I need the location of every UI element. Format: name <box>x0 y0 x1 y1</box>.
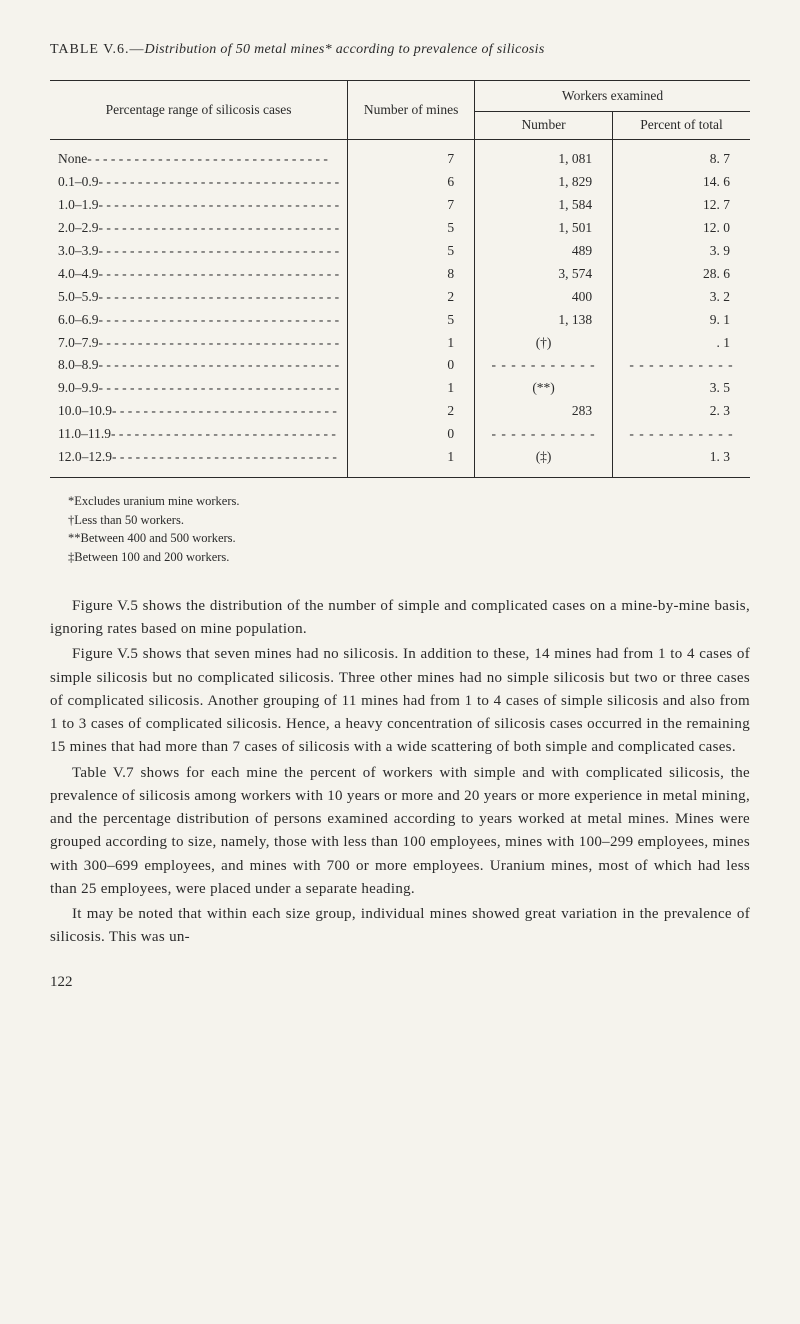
table-row: 7.0–7.9- - - - - - - - - - - - - - - - -… <box>50 332 750 355</box>
cell-percent: 12. 7 <box>613 194 750 217</box>
table-row: 3.0–3.9- - - - - - - - - - - - - - - - -… <box>50 240 750 263</box>
cell-percent: 2. 3 <box>613 400 750 423</box>
cell-percent: 3. 5 <box>613 377 750 400</box>
cell-mines: 7 <box>348 148 475 171</box>
cell-percent: 28. 6 <box>613 263 750 286</box>
table-row: 11.0–11.9- - - - - - - - - - - - - - - -… <box>50 423 750 446</box>
cell-number: 1, 584 <box>475 194 613 217</box>
cell-mines: 6 <box>348 171 475 194</box>
row-label: 12.0–12.9- - - - - - - - - - - - - - - -… <box>50 446 348 469</box>
cell-mines: 8 <box>348 263 475 286</box>
row-label: 7.0–7.9- - - - - - - - - - - - - - - - -… <box>50 332 348 355</box>
table-row: 6.0–6.9- - - - - - - - - - - - - - - - -… <box>50 309 750 332</box>
cell-percent: . 1 <box>613 332 750 355</box>
row-label: 11.0–11.9- - - - - - - - - - - - - - - -… <box>50 423 348 446</box>
cell-percent: - - - - - - - - - - - <box>613 354 750 377</box>
cell-percent: 1. 3 <box>613 446 750 469</box>
footnote-3: **Between 400 and 500 workers. <box>68 529 750 548</box>
row-label: 0.1–0.9- - - - - - - - - - - - - - - - -… <box>50 171 348 194</box>
table-row: 12.0–12.9- - - - - - - - - - - - - - - -… <box>50 446 750 469</box>
row-label: 1.0–1.9- - - - - - - - - - - - - - - - -… <box>50 194 348 217</box>
cell-number: 1, 138 <box>475 309 613 332</box>
page-number: 122 <box>50 972 750 993</box>
paragraph-2: Figure V.5 shows that seven mines had no… <box>50 643 750 759</box>
cell-percent: - - - - - - - - - - - <box>613 423 750 446</box>
row-label: 2.0–2.9- - - - - - - - - - - - - - - - -… <box>50 217 348 240</box>
cell-mines: 5 <box>348 309 475 332</box>
table-row: 4.0–4.9- - - - - - - - - - - - - - - - -… <box>50 263 750 286</box>
cell-mines: 1 <box>348 377 475 400</box>
footnotes: *Excludes uranium mine workers. †Less th… <box>50 492 750 567</box>
cell-mines: 7 <box>348 194 475 217</box>
cell-number: 1, 501 <box>475 217 613 240</box>
cell-mines: 1 <box>348 446 475 469</box>
table-caption: Distribution of 50 metal mines* accordin… <box>145 42 545 57</box>
cell-percent: 9. 1 <box>613 309 750 332</box>
header-percent: Percent of total <box>613 112 750 140</box>
cell-mines: 5 <box>348 217 475 240</box>
table-row: None- - - - - - - - - - - - - - - - - - … <box>50 148 750 171</box>
footnote-4: ‡Between 100 and 200 workers. <box>68 548 750 567</box>
header-number: Number <box>475 112 613 140</box>
header-col1: Percentage range of silicosis cases <box>50 80 348 140</box>
table-label: TABLE V.6.— <box>50 42 145 57</box>
row-label: 10.0–10.9- - - - - - - - - - - - - - - -… <box>50 400 348 423</box>
cell-mines: 0 <box>348 354 475 377</box>
cell-number: - - - - - - - - - - - <box>475 423 613 446</box>
row-label: 4.0–4.9- - - - - - - - - - - - - - - - -… <box>50 263 348 286</box>
table-row: 1.0–1.9- - - - - - - - - - - - - - - - -… <box>50 194 750 217</box>
footnote-2: †Less than 50 workers. <box>68 511 750 530</box>
body-text: Figure V.5 shows the distribution of the… <box>50 595 750 950</box>
cell-percent: 8. 7 <box>613 148 750 171</box>
paragraph-1: Figure V.5 shows the distribution of the… <box>50 595 750 642</box>
cell-number: 283 <box>475 400 613 423</box>
cell-mines: 2 <box>348 286 475 309</box>
cell-percent: 3. 9 <box>613 240 750 263</box>
cell-number: (**) <box>475 377 613 400</box>
table-row: 2.0–2.9- - - - - - - - - - - - - - - - -… <box>50 217 750 240</box>
cell-mines: 5 <box>348 240 475 263</box>
header-col2: Number of mines <box>348 80 475 140</box>
paragraph-4: It may be noted that within each size gr… <box>50 903 750 950</box>
row-label: 6.0–6.9- - - - - - - - - - - - - - - - -… <box>50 309 348 332</box>
paragraph-3: Table V.7 shows for each mine the percen… <box>50 762 750 902</box>
cell-number: 489 <box>475 240 613 263</box>
row-label: 5.0–5.9- - - - - - - - - - - - - - - - -… <box>50 286 348 309</box>
row-label: 8.0–8.9- - - - - - - - - - - - - - - - -… <box>50 354 348 377</box>
cell-mines: 0 <box>348 423 475 446</box>
cell-number: - - - - - - - - - - - <box>475 354 613 377</box>
cell-percent: 3. 2 <box>613 286 750 309</box>
cell-mines: 1 <box>348 332 475 355</box>
row-label: 9.0–9.9- - - - - - - - - - - - - - - - -… <box>50 377 348 400</box>
table-row: 8.0–8.9- - - - - - - - - - - - - - - - -… <box>50 354 750 377</box>
footnote-1: *Excludes uranium mine workers. <box>68 492 750 511</box>
cell-percent: 14. 6 <box>613 171 750 194</box>
cell-mines: 2 <box>348 400 475 423</box>
cell-number: 1, 081 <box>475 148 613 171</box>
table-row: 10.0–10.9- - - - - - - - - - - - - - - -… <box>50 400 750 423</box>
row-label: 3.0–3.9- - - - - - - - - - - - - - - - -… <box>50 240 348 263</box>
cell-number: (‡) <box>475 446 613 469</box>
cell-number: (†) <box>475 332 613 355</box>
data-table: Percentage range of silicosis cases Numb… <box>50 80 750 478</box>
table-row: 9.0–9.9- - - - - - - - - - - - - - - - -… <box>50 377 750 400</box>
table-row: 5.0–5.9- - - - - - - - - - - - - - - - -… <box>50 286 750 309</box>
row-label: None- - - - - - - - - - - - - - - - - - … <box>50 148 348 171</box>
cell-number: 1, 829 <box>475 171 613 194</box>
table-title: TABLE V.6.—Distribution of 50 metal mine… <box>50 40 750 60</box>
cell-number: 400 <box>475 286 613 309</box>
cell-number: 3, 574 <box>475 263 613 286</box>
cell-percent: 12. 0 <box>613 217 750 240</box>
header-workers-group: Workers examined <box>475 80 750 112</box>
table-row: 0.1–0.9- - - - - - - - - - - - - - - - -… <box>50 171 750 194</box>
